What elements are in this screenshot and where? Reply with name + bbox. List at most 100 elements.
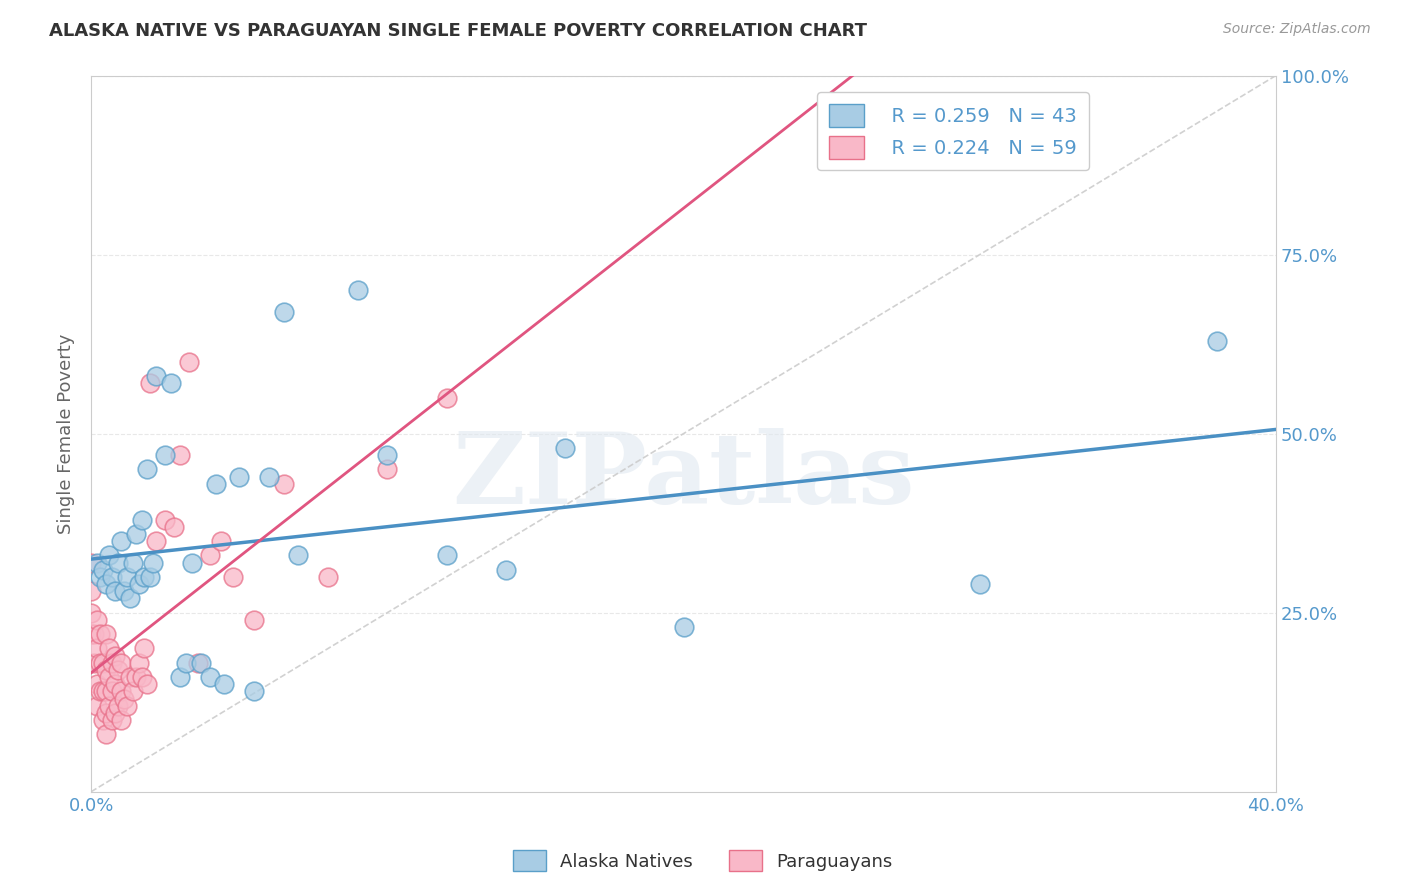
Point <box>110 713 132 727</box>
Point <box>211 534 233 549</box>
Point <box>101 570 124 584</box>
Point <box>112 584 135 599</box>
Point <box>554 441 576 455</box>
Text: ALASKA NATIVE VS PARAGUAYAN SINGLE FEMALE POVERTY CORRELATION CHART: ALASKA NATIVE VS PARAGUAYAN SINGLE FEMAL… <box>49 22 868 40</box>
Point <box>969 577 991 591</box>
Point <box>273 305 295 319</box>
Point <box>128 656 150 670</box>
Point <box>101 713 124 727</box>
Point <box>222 570 245 584</box>
Point <box>94 577 117 591</box>
Point <box>134 570 156 584</box>
Point <box>91 656 114 670</box>
Point <box>86 556 108 570</box>
Point <box>145 369 167 384</box>
Point <box>89 684 111 698</box>
Point <box>131 512 153 526</box>
Point <box>214 677 236 691</box>
Point <box>118 670 141 684</box>
Point <box>121 556 143 570</box>
Point <box>139 570 162 584</box>
Point <box>169 448 191 462</box>
Point <box>104 706 127 720</box>
Point <box>121 684 143 698</box>
Point <box>204 476 226 491</box>
Point <box>107 663 129 677</box>
Point <box>139 376 162 391</box>
Point <box>273 476 295 491</box>
Point <box>115 570 138 584</box>
Point <box>91 713 114 727</box>
Point <box>287 549 309 563</box>
Point <box>97 549 120 563</box>
Point <box>97 698 120 713</box>
Point <box>101 684 124 698</box>
Point <box>115 698 138 713</box>
Point <box>153 512 176 526</box>
Point <box>97 641 120 656</box>
Point <box>124 670 146 684</box>
Point <box>110 534 132 549</box>
Point <box>1205 334 1227 348</box>
Point <box>86 698 108 713</box>
Legend:   R = 0.259   N = 43,   R = 0.224   N = 59: R = 0.259 N = 43, R = 0.224 N = 59 <box>817 93 1088 170</box>
Point <box>94 627 117 641</box>
Point <box>94 727 117 741</box>
Point <box>190 656 212 670</box>
Point <box>104 677 127 691</box>
Point <box>145 534 167 549</box>
Point <box>94 684 117 698</box>
Point <box>118 591 141 606</box>
Point <box>198 549 221 563</box>
Point <box>89 656 111 670</box>
Point <box>163 519 186 533</box>
Point <box>91 563 114 577</box>
Point <box>257 469 280 483</box>
Point <box>177 355 200 369</box>
Text: ZIPatlas: ZIPatlas <box>453 428 915 525</box>
Point <box>104 584 127 599</box>
Point <box>160 376 183 391</box>
Point <box>180 556 202 570</box>
Point <box>142 556 165 570</box>
Point <box>136 677 159 691</box>
Point <box>169 670 191 684</box>
Point <box>131 670 153 684</box>
Legend: Alaska Natives, Paraguayans: Alaska Natives, Paraguayans <box>506 843 900 879</box>
Point <box>174 656 197 670</box>
Point <box>436 549 458 563</box>
Point <box>80 556 103 570</box>
Point <box>97 670 120 684</box>
Point <box>89 570 111 584</box>
Point <box>243 613 266 627</box>
Point <box>316 570 339 584</box>
Point <box>187 656 209 670</box>
Point <box>198 670 221 684</box>
Point <box>124 527 146 541</box>
Point <box>107 556 129 570</box>
Point <box>101 656 124 670</box>
Point <box>94 663 117 677</box>
Point <box>112 691 135 706</box>
Point <box>86 641 108 656</box>
Point <box>107 698 129 713</box>
Point <box>80 627 103 641</box>
Point <box>94 706 117 720</box>
Point <box>83 627 105 641</box>
Point <box>243 684 266 698</box>
Point <box>86 613 108 627</box>
Point <box>346 284 368 298</box>
Point <box>495 563 517 577</box>
Point <box>110 684 132 698</box>
Point <box>672 620 695 634</box>
Point <box>80 584 103 599</box>
Text: Source: ZipAtlas.com: Source: ZipAtlas.com <box>1223 22 1371 37</box>
Point <box>104 648 127 663</box>
Point <box>377 448 399 462</box>
Point <box>128 577 150 591</box>
Point <box>89 627 111 641</box>
Point <box>83 656 105 670</box>
Point <box>80 606 103 620</box>
Point <box>86 677 108 691</box>
Point <box>436 391 458 405</box>
